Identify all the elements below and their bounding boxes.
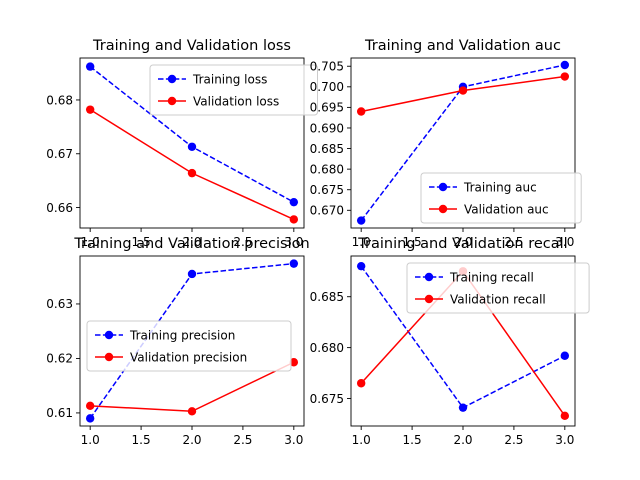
x-tick-label: 2.0	[182, 235, 201, 249]
x-tick-label: 3.0	[555, 433, 574, 447]
y-tick-label: 0.680	[310, 341, 344, 355]
legend-marker	[438, 204, 448, 214]
data-point	[289, 215, 299, 224]
y-tick-label: 0.62	[46, 352, 73, 366]
x-tick-label: 2.5	[233, 433, 252, 447]
x-tick-label: 2.0	[453, 235, 472, 249]
y-tick-label: 0.670	[310, 204, 344, 218]
legend-label: Validation precision	[130, 351, 247, 365]
x-tick-label: 2.0	[453, 433, 472, 447]
y-tick-label: 0.700	[310, 80, 344, 94]
data-point	[85, 414, 95, 423]
x-tick-label: 1.0	[352, 433, 371, 447]
legend-box	[149, 64, 318, 116]
y-tick-label: 0.690	[310, 121, 344, 135]
legend-box	[86, 320, 292, 372]
legend-label: Training recall	[449, 271, 534, 285]
subplot-title: Training and Validation recall	[357, 236, 567, 252]
legend: Training recall Validation recall	[406, 262, 590, 314]
legend-marker	[167, 96, 177, 106]
y-tick-label: 0.695	[310, 101, 344, 115]
y-tick-label: 0.61	[46, 406, 73, 420]
legend-label: Validation loss	[193, 95, 279, 109]
legend-box	[406, 262, 590, 314]
legend-label: Training auc	[463, 181, 537, 195]
data-point	[289, 259, 299, 268]
legend-marker	[167, 74, 177, 84]
y-tick-label: 0.68	[46, 93, 73, 107]
data-point	[356, 107, 366, 116]
y-tick-label: 0.675	[310, 392, 344, 406]
data-point	[356, 216, 366, 225]
subplot-1: Training and Validation loss 1.0 1.5 2.0 2.5…	[46, 38, 318, 249]
data-point	[85, 401, 95, 411]
data-point	[289, 197, 299, 207]
legend-label: Training loss	[192, 73, 267, 87]
y-tick-label: 0.67	[46, 147, 73, 161]
data-point	[458, 86, 468, 95]
legend-label: Validation auc	[464, 203, 549, 217]
x-tick-label: 3.0	[284, 235, 303, 249]
y-tick-label: 0.680	[310, 162, 344, 176]
y-tick-label: 0.675	[310, 183, 344, 197]
subplot-2: Training and Validation auc 1.0 1.5 2.0 2.5 3…	[310, 38, 582, 249]
data-point	[85, 105, 95, 114]
data-point	[289, 358, 299, 367]
legend-marker	[424, 294, 434, 304]
data-point	[187, 142, 197, 151]
data-point	[85, 62, 95, 71]
data-point	[187, 269, 197, 279]
legend-box	[420, 172, 582, 224]
data-point	[560, 411, 570, 421]
x-tick-label: 1.0	[352, 235, 371, 249]
x-tick-label: 2.5	[504, 235, 523, 249]
legend-label: Validation recall	[450, 293, 546, 307]
data-point	[560, 351, 570, 360]
legend-marker	[104, 330, 114, 340]
legend: Training precision Validation precision	[86, 320, 292, 372]
x-tick-label: 2.0	[182, 433, 201, 447]
y-tick-label: 0.685	[310, 290, 344, 304]
data-point	[458, 403, 468, 412]
y-tick-label: 0.63	[46, 297, 73, 311]
data-point	[356, 379, 366, 388]
subplot-title: Training and Validation precision	[73, 236, 309, 252]
x-tick-label: 1.5	[132, 235, 151, 249]
y-tick-label: 0.685	[310, 142, 344, 156]
x-tick-label: 3.0	[555, 235, 574, 249]
x-tick-label: 1.5	[403, 235, 422, 249]
x-tick-label: 2.5	[233, 235, 252, 249]
data-point	[560, 60, 570, 70]
legend: Training loss Validation loss	[149, 64, 318, 116]
data-point	[187, 168, 197, 178]
subplot-title: Training and Validation auc	[364, 38, 561, 54]
subplot-title: Training and Validation loss	[92, 38, 291, 54]
x-tick-label: 1.5	[403, 433, 422, 447]
legend: Training auc Validation auc	[420, 172, 582, 224]
legend-label: Training precision	[129, 329, 235, 343]
x-tick-label: 1.5	[132, 433, 151, 447]
legend-marker	[424, 272, 434, 282]
x-tick-label: 2.5	[504, 433, 523, 447]
data-point	[560, 72, 570, 81]
y-tick-label: 0.66	[46, 201, 73, 215]
x-tick-label: 1.0	[81, 433, 100, 447]
x-tick-label: 3.0	[284, 433, 303, 447]
data-point	[356, 261, 366, 271]
legend-marker	[438, 182, 448, 192]
y-tick-label: 0.705	[310, 60, 344, 74]
legend-marker	[104, 352, 114, 362]
data-point	[187, 407, 197, 416]
x-tick-label: 1.0	[81, 235, 100, 249]
